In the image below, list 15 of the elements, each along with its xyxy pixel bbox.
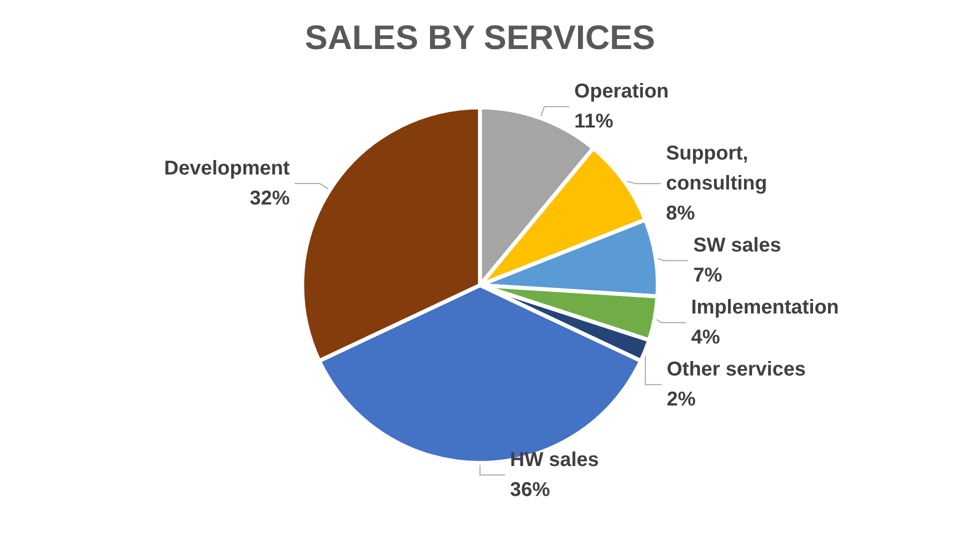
slice-label: HW sales xyxy=(510,449,599,472)
data-label: 32% xyxy=(250,187,290,210)
data-label: 2% xyxy=(666,388,696,411)
slice-label: Development xyxy=(164,157,290,180)
slice-label: SW sales xyxy=(693,234,782,257)
slice-label: Other services xyxy=(666,358,806,381)
chart-title: SALES BY SERVICES xyxy=(304,19,656,57)
slice-label: Implementation xyxy=(691,296,839,319)
data-label: 11% xyxy=(574,110,614,133)
slice-label: Operation xyxy=(574,80,669,103)
data-label: 36% xyxy=(510,479,550,502)
data-label: 4% xyxy=(691,326,720,349)
slice-label: Support, consulting xyxy=(666,142,768,195)
data-label: 7% xyxy=(693,264,722,287)
data-label: 8% xyxy=(666,202,696,225)
